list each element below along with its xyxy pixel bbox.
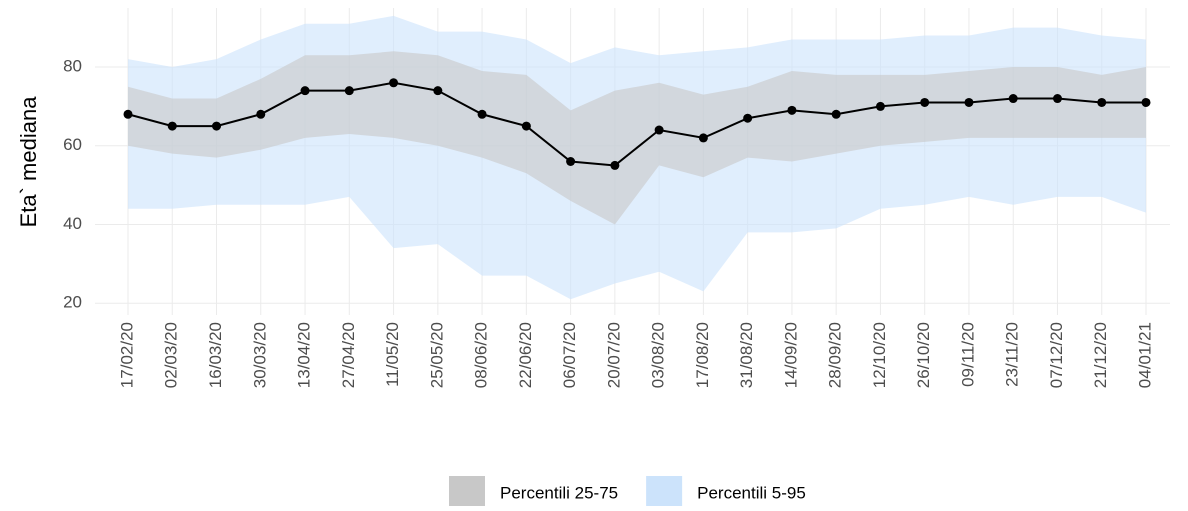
x-tick-label: 30/03/20 [250, 322, 269, 388]
point [964, 97, 974, 107]
x-tick-label: 11/05/20 [383, 322, 402, 387]
point [743, 113, 753, 123]
x-tick-label: 04/01/21 [1135, 322, 1154, 388]
x-tick-label: 21/12/20 [1091, 322, 1110, 388]
point [212, 121, 222, 131]
point [477, 109, 487, 119]
point [1097, 97, 1107, 107]
x-tick-label: 02/03/20 [162, 322, 181, 388]
x-tick-label: 03/08/20 [649, 322, 668, 388]
y-tick-label: 20 [63, 293, 82, 312]
point [566, 157, 576, 166]
x-tick-label: 20/07/20 [604, 322, 623, 388]
point [256, 109, 266, 119]
point [610, 160, 620, 170]
y-axis-title: Eta` mediana [16, 96, 41, 228]
x-tick-label: 08/06/20 [472, 322, 491, 388]
x-tick-label: 27/04/20 [339, 322, 358, 388]
point [1052, 94, 1062, 104]
point [167, 121, 177, 131]
x-tick-label: 12/10/20 [870, 322, 889, 388]
bands [128, 15, 1146, 300]
point [389, 78, 399, 88]
x-tick-label: 25/05/20 [427, 322, 446, 388]
x-tick-label: 06/07/20 [560, 322, 579, 388]
x-tick-label: 23/11/20 [1003, 322, 1022, 387]
legend-swatch [646, 476, 683, 510]
x-tick-label: 28/09/20 [826, 322, 845, 388]
x-tick-label: 09/11/20 [958, 322, 977, 387]
point [787, 105, 797, 115]
band [128, 51, 1146, 225]
x-tick-label: 17/08/20 [693, 322, 712, 388]
x-tick-label: 14/09/20 [781, 322, 800, 388]
x-tick-label: 31/08/20 [737, 322, 756, 388]
line [127, 81, 1146, 167]
y-tick-label: 40 [63, 214, 82, 233]
point [698, 133, 708, 143]
point [831, 109, 841, 119]
x-tick-label: 07/12/20 [1047, 322, 1066, 388]
point [521, 121, 531, 131]
point [1008, 94, 1018, 104]
point [1141, 97, 1151, 107]
point [875, 101, 885, 111]
point [920, 97, 930, 107]
point [654, 125, 664, 135]
x-tick-label: 17/02/20 [117, 322, 136, 388]
x-tick-label: 16/03/20 [206, 322, 225, 388]
lines [123, 78, 1151, 170]
legend-label: Percentili 25-75 [500, 483, 618, 502]
legend: Percentili 25-75 Percentili 5-95 [449, 476, 806, 510]
y-tick-label: 60 [63, 135, 82, 154]
point [123, 109, 133, 119]
x-tick-label: 22/06/20 [516, 322, 535, 388]
point [344, 86, 354, 96]
legend-swatch [449, 476, 485, 510]
y-tick-label: 80 [63, 57, 82, 76]
point [300, 86, 310, 96]
legend-label: Percentili 5-95 [697, 483, 806, 502]
x-tick-label: 13/04/20 [295, 322, 314, 388]
x-tick-label: 26/10/20 [914, 322, 933, 388]
point [433, 86, 443, 96]
